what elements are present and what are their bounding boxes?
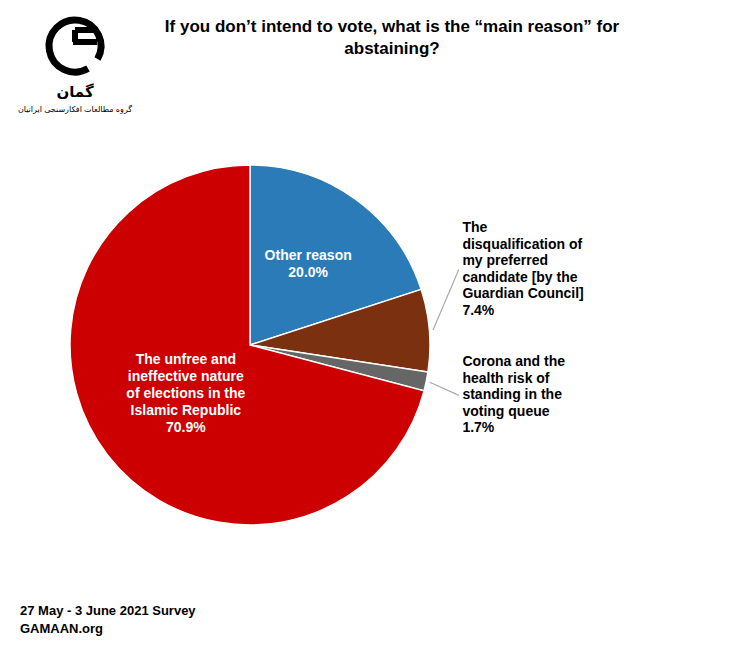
slice-value-label: 1.7%	[462, 419, 494, 435]
slice-value-label: 70.9%	[166, 419, 206, 435]
pie-slice	[70, 165, 424, 525]
pie	[70, 165, 430, 525]
chart: If you don’t intend to vote, what is the…	[0, 0, 754, 652]
slice-label: Corona and thehealth risk ofstanding in …	[462, 353, 565, 419]
leader-line	[430, 382, 459, 395]
background	[0, 0, 754, 652]
footnote: GAMAAN.org	[20, 621, 103, 636]
slice-label: Thedisqualification ofmy preferredcandid…	[462, 219, 583, 301]
labels: Other reason20.0% Thedisqualification ofm…	[126, 219, 583, 435]
leader-line	[433, 269, 459, 330]
slice-label: The unfree andineffective natureof elect…	[126, 351, 245, 418]
logo-subtitle: گروه مطالعات افکارسنجی ایرانیان	[18, 104, 132, 114]
footnote: 27 May - 3 June 2021 Survey	[20, 603, 196, 618]
slice-value-label: 7.4%	[462, 301, 494, 317]
logo-mark	[73, 30, 97, 42]
slice-label: Other reason	[265, 247, 352, 263]
slice-value-label: 20.0%	[288, 264, 328, 280]
title: If you don’t intend to vote, what is the…	[165, 17, 620, 58]
logo: گمان گروه مطالعات افکارسنجی ایرانیان	[18, 20, 132, 114]
logo-ring	[49, 20, 101, 72]
logo-text: گمان	[56, 83, 93, 100]
